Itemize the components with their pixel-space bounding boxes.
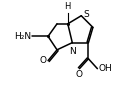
Text: S: S — [84, 10, 89, 19]
Text: H₂N: H₂N — [14, 32, 31, 41]
Text: N: N — [69, 47, 76, 56]
Text: OH: OH — [98, 64, 112, 73]
Text: O: O — [39, 56, 46, 65]
Text: H: H — [65, 2, 71, 11]
Text: O: O — [75, 70, 82, 79]
